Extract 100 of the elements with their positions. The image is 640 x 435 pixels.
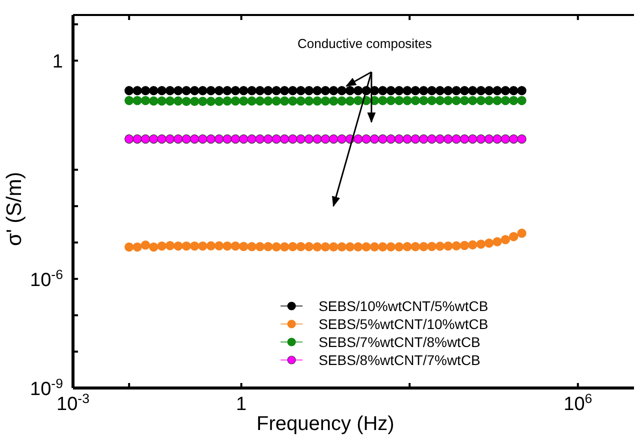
legend-label: SEBS/8%wtCNT/7%wtCB: [318, 352, 480, 368]
point: [222, 86, 232, 96]
point: [149, 86, 158, 96]
point: [222, 96, 232, 106]
point: [394, 134, 404, 144]
point: [468, 240, 478, 250]
point: [198, 96, 208, 106]
y-axis-title: σ' (S/m): [3, 172, 26, 246]
point: [140, 86, 150, 96]
point: [476, 240, 486, 249]
point: [190, 86, 200, 96]
point: [484, 96, 494, 106]
point: [435, 96, 445, 106]
point: [296, 96, 306, 106]
point: [320, 96, 330, 106]
point: [239, 86, 248, 96]
point: [124, 242, 134, 252]
point: [182, 86, 191, 96]
point: [255, 134, 265, 144]
point: [132, 86, 142, 96]
point: [378, 96, 388, 106]
point: [378, 242, 388, 252]
point: [190, 241, 200, 251]
y-tick-label: 1: [52, 52, 63, 73]
point: [427, 242, 436, 252]
point: [500, 96, 510, 106]
point: [410, 96, 420, 106]
point: [345, 86, 355, 96]
point: [214, 96, 224, 106]
point: [517, 134, 526, 144]
point: [124, 134, 134, 144]
point: [452, 96, 461, 106]
point: [288, 134, 298, 144]
point: [509, 86, 518, 96]
point: [132, 134, 142, 144]
point: [222, 241, 232, 251]
point: [182, 134, 191, 144]
point: [157, 96, 166, 106]
point: [247, 242, 256, 252]
point: [435, 86, 445, 96]
point: [320, 242, 330, 252]
point: [500, 235, 510, 244]
point: [419, 134, 428, 144]
point: [378, 86, 388, 96]
point: [427, 134, 436, 144]
point: [198, 134, 208, 144]
point: [394, 96, 404, 106]
point: [157, 241, 166, 251]
point: [312, 134, 322, 144]
point: [468, 96, 478, 106]
point: [509, 134, 518, 144]
point: [320, 86, 330, 96]
point: [509, 232, 518, 242]
point: [165, 134, 175, 144]
point: [435, 134, 445, 144]
point: [214, 241, 224, 250]
point: [280, 86, 290, 96]
point: [198, 86, 208, 96]
point: [288, 242, 298, 252]
point: [165, 96, 175, 106]
point: [337, 134, 346, 144]
point: [386, 134, 396, 144]
point: [517, 96, 526, 106]
point: [517, 86, 526, 96]
point: [206, 96, 216, 106]
point: [230, 241, 240, 251]
point: [410, 134, 420, 144]
point: [239, 96, 248, 106]
point: [190, 134, 200, 144]
point: [362, 242, 371, 252]
point: [206, 86, 216, 96]
point: [468, 86, 478, 96]
point: [402, 134, 412, 144]
point: [354, 86, 363, 96]
point: [394, 242, 404, 252]
point: [280, 96, 290, 106]
point: [124, 86, 134, 96]
point: [312, 96, 322, 106]
point: [452, 86, 461, 96]
point: [304, 242, 314, 252]
point: [354, 96, 363, 106]
point: [280, 134, 290, 144]
point: [190, 96, 200, 106]
point: [312, 86, 322, 96]
point: [329, 96, 338, 106]
point: [272, 242, 281, 252]
point: [304, 134, 314, 144]
point: [370, 242, 380, 252]
point: [174, 134, 183, 144]
point: [296, 134, 306, 144]
point: [468, 134, 478, 144]
point: [419, 86, 428, 96]
point: [247, 86, 256, 96]
point: [165, 86, 175, 96]
point: [206, 134, 216, 144]
point: [198, 241, 208, 251]
point: [255, 86, 265, 96]
point: [329, 242, 338, 252]
point: [255, 96, 265, 106]
point: [272, 96, 281, 106]
